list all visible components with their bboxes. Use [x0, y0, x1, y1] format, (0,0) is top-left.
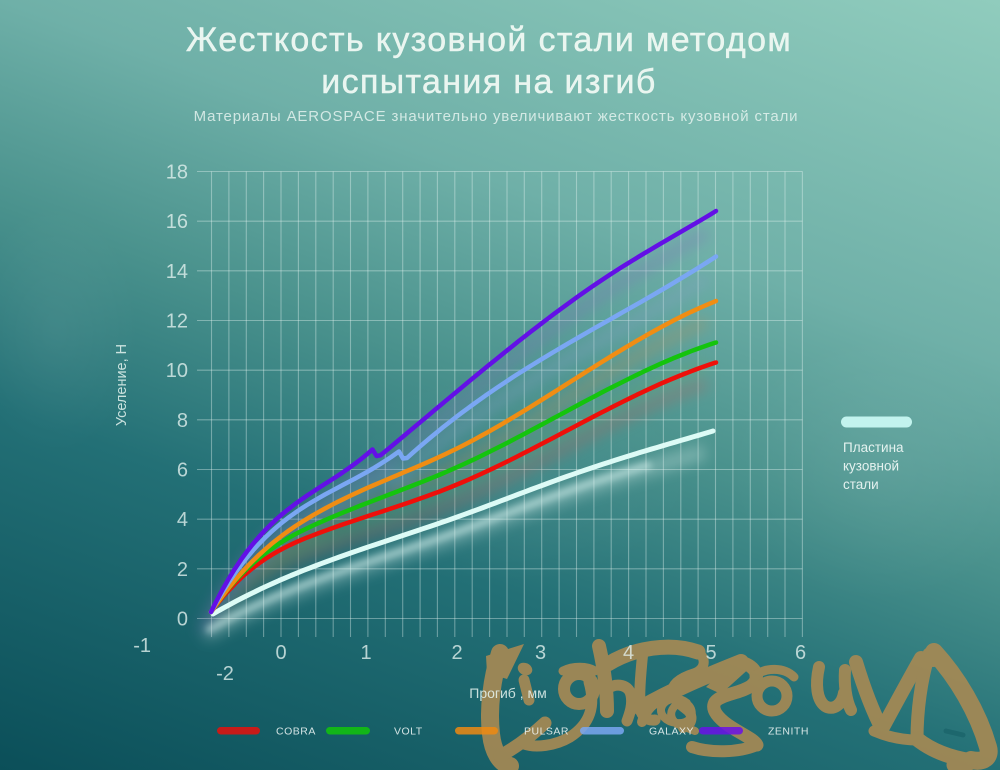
svg-text:4: 4 — [177, 509, 188, 531]
svg-text:0: 0 — [275, 642, 286, 664]
svg-text:3: 3 — [535, 642, 546, 664]
svg-text:2: 2 — [177, 559, 188, 581]
svg-text:Уселение, Н: Уселение, Н — [114, 344, 130, 426]
svg-text:VOLT: VOLT — [394, 726, 423, 738]
svg-text:6: 6 — [177, 460, 188, 482]
svg-text:стали: стали — [843, 477, 879, 492]
svg-text:10: 10 — [166, 360, 188, 382]
svg-text:8: 8 — [177, 410, 188, 432]
svg-text:4: 4 — [623, 642, 634, 664]
svg-text:1: 1 — [360, 642, 371, 664]
svg-text:0: 0 — [177, 609, 188, 631]
svg-text:18: 18 — [166, 162, 188, 184]
svg-text:14: 14 — [166, 261, 188, 283]
svg-text:-2: -2 — [216, 663, 234, 685]
svg-text:COBRA: COBRA — [276, 726, 316, 738]
svg-text:GALAXY: GALAXY — [649, 726, 694, 738]
svg-text:PULSAR: PULSAR — [524, 726, 569, 738]
svg-text:кузовной: кузовной — [843, 459, 899, 474]
svg-text:12: 12 — [166, 311, 188, 333]
svg-text:5: 5 — [705, 642, 716, 664]
svg-text:2: 2 — [451, 642, 462, 664]
svg-text:-1: -1 — [133, 635, 151, 657]
svg-text:16: 16 — [166, 211, 188, 233]
svg-text:ZENITH: ZENITH — [768, 726, 809, 738]
svg-text:6: 6 — [795, 642, 806, 664]
svg-text:Прогиб , мм: Прогиб , мм — [469, 685, 547, 701]
svg-text:Пластина: Пластина — [843, 440, 904, 455]
